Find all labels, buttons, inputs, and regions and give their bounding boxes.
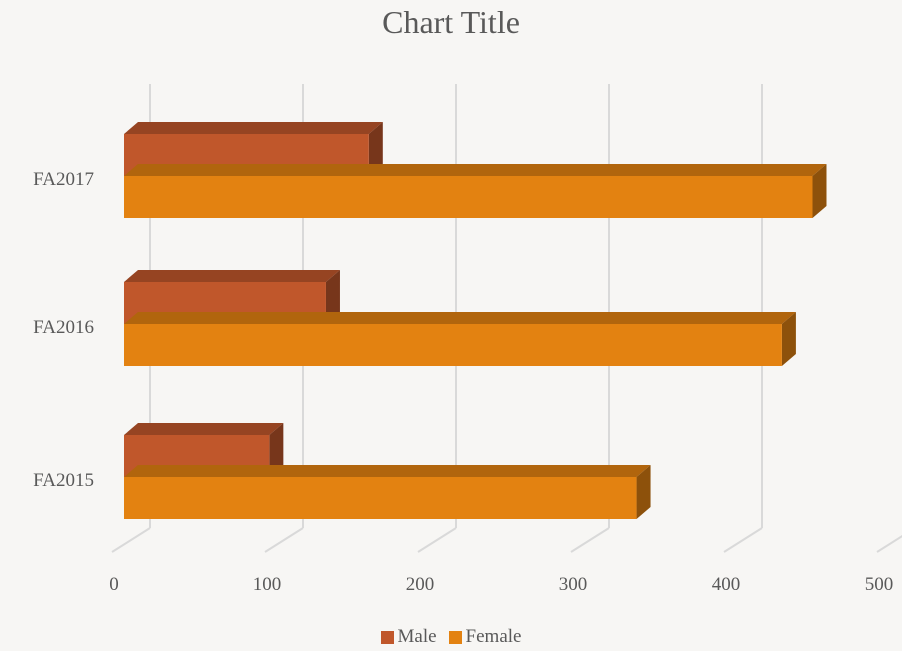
plot-area: 0 100 200 300 400 500 FA2015 FA2016 FA2017	[33, 84, 902, 595]
bar-female	[124, 176, 813, 218]
bar-male-top	[124, 270, 340, 282]
bar-female-top	[124, 312, 796, 324]
floor-gridline	[417, 527, 457, 553]
floor-gridline	[570, 527, 610, 553]
x-tick-label: 500	[865, 574, 894, 595]
y-tick-label: FA2015	[33, 470, 94, 491]
x-tick-label: 300	[559, 574, 588, 595]
legend-item-female: Female	[448, 626, 522, 648]
floor-gridline	[111, 527, 151, 553]
x-tick-label: 200	[406, 574, 435, 595]
y-tick-label: FA2017	[33, 169, 94, 190]
floor-gridline	[876, 535, 902, 553]
bar-female-top	[124, 164, 827, 176]
legend-swatch-female	[448, 630, 462, 644]
chart-title: Chart Title	[382, 4, 520, 40]
legend-label-male: Male	[397, 626, 437, 647]
bar-female	[124, 477, 637, 519]
floor-gridline	[723, 527, 763, 553]
y-tick-label: FA2016	[33, 317, 94, 338]
legend-item-male: Male	[380, 626, 437, 648]
bar-male-top	[124, 423, 284, 435]
bar-female-side	[636, 465, 651, 519]
bar-male-side	[269, 423, 284, 477]
bar-male-top	[124, 122, 383, 134]
bar-female	[124, 324, 782, 366]
x-tick-label: 400	[712, 574, 741, 595]
bar-male-side	[325, 270, 340, 324]
legend-swatch-male	[380, 630, 394, 644]
bar-female-top	[124, 465, 651, 477]
legend: Male Female	[0, 626, 902, 648]
floor-gridline	[264, 527, 304, 553]
bar-female-side	[812, 164, 827, 218]
x-tick-label: 100	[253, 574, 282, 595]
x-tick-label: 0	[109, 574, 119, 595]
legend-label-female: Female	[465, 626, 522, 647]
bar-male-side	[368, 122, 383, 176]
bar-female-side	[781, 312, 796, 366]
